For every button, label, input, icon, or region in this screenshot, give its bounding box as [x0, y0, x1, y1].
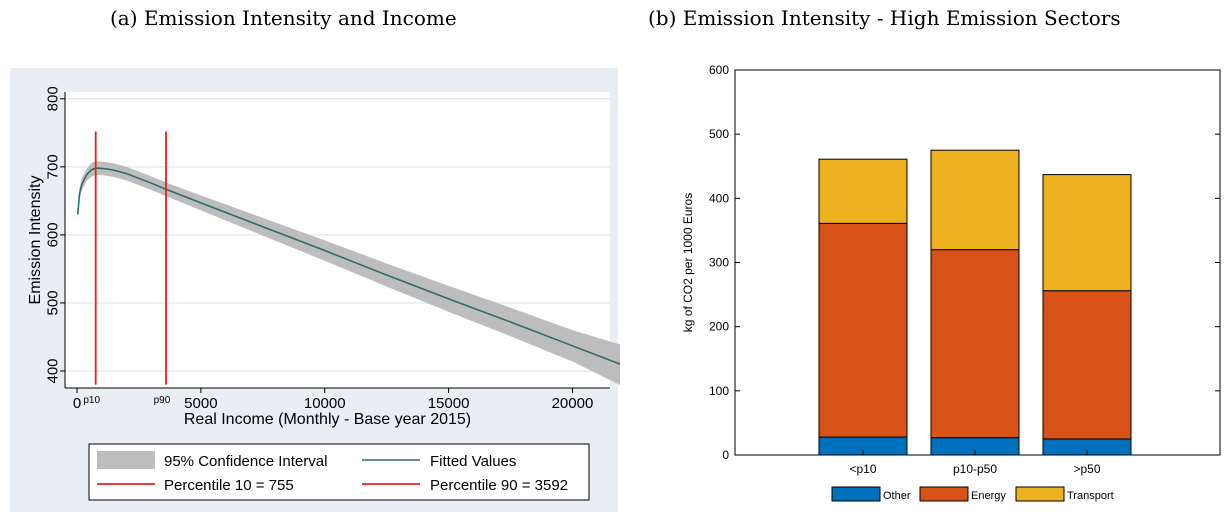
x-tick-label: 5000: [184, 395, 217, 412]
legend-swatch-transport: [1015, 486, 1065, 502]
bar-energy: [930, 249, 1020, 439]
y-tick-label: 500: [45, 290, 62, 315]
x-tick-label: <p10: [849, 462, 876, 476]
panel-a-chart: 400 500 600 700 800 0 5000 10000 15000 20000 p10 p9…: [10, 68, 620, 512]
percentile-label: p10: [83, 395, 100, 406]
percentile-label: p90: [154, 395, 171, 406]
legend-swatch-ci: [97, 451, 155, 469]
bar-transport: [818, 158, 908, 224]
legend-box: [88, 443, 590, 501]
x-tick-label: 10000: [304, 395, 346, 412]
bar-energy: [1042, 290, 1132, 440]
y-tick-label: 600: [709, 63, 729, 77]
y-tick-label: 200: [709, 320, 729, 334]
legend-label-other: Other: [883, 490, 911, 502]
x-tick-label: 20000: [552, 395, 594, 412]
legend-label-p90: Percentile 90 = 3592: [430, 477, 568, 494]
y-tick-label: 100: [709, 384, 729, 398]
y-tick-label: 600: [45, 222, 62, 247]
y-tick-label: 800: [45, 86, 62, 111]
panel-b-caption: (b) Emission Intensity - High Emission S…: [648, 6, 1121, 30]
y-axis-title: kg of CO2 per 1000 Euros: [681, 193, 695, 332]
legend-label-fitted: Fitted Values: [430, 453, 516, 470]
fitted-values-line: [76, 167, 620, 365]
y-tick-label: 300: [709, 256, 729, 270]
y-tick-label: 700: [45, 154, 62, 179]
legend-label-energy: Energy: [971, 490, 1006, 502]
x-tick-label: >p50: [1073, 462, 1100, 476]
y-axis-title: Emission Intensity: [27, 176, 44, 305]
x-tick-label: p10-p50: [953, 462, 997, 476]
legend-swatch-energy: [919, 486, 969, 502]
x-axis-title: Real Income (Monthly - Base year 2015): [184, 411, 471, 428]
bar-transport: [1042, 174, 1132, 292]
y-tick-label: 400: [709, 191, 729, 205]
y-tick-label: 500: [709, 127, 729, 141]
panel-a-caption: (a) Emission Intensity and Income: [110, 6, 457, 30]
legend-label-transport: Transport: [1067, 490, 1114, 502]
bar-transport: [930, 149, 1020, 251]
legend-swatch-other: [831, 486, 881, 502]
bar-energy: [818, 222, 908, 438]
legend-label-ci: 95% Confidence Interval: [164, 453, 327, 470]
legend-label-p10: Percentile 10 = 755: [164, 477, 294, 494]
y-tick-label: 400: [45, 358, 62, 383]
x-tick-label: 0: [73, 395, 81, 412]
x-tick-label: 15000: [428, 395, 470, 412]
y-tick-label: 0: [722, 448, 729, 462]
